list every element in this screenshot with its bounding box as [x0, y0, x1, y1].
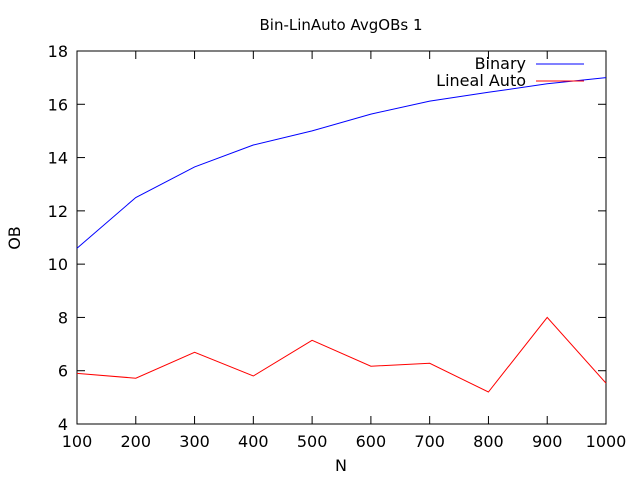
x-tick-label: 1000 — [586, 432, 627, 451]
x-axis-title: N — [335, 456, 347, 475]
y-tick-label: 16 — [48, 95, 68, 114]
x-tick-label: 400 — [238, 432, 269, 451]
x-tick-label: 200 — [121, 432, 152, 451]
x-tick-label: 300 — [179, 432, 210, 451]
x-tick-label: 800 — [473, 432, 504, 451]
axes — [76, 50, 607, 425]
y-tick-label: 14 — [48, 149, 68, 168]
y-tick-label: 10 — [48, 255, 68, 274]
x-tick-label: 900 — [532, 432, 563, 451]
y-tick-label: 4 — [58, 415, 68, 434]
x-tick-label: 100 — [62, 432, 93, 451]
axis-ticks: 100 200 300 400 500 600 700 800 900 1000 4 6 8 10 12 14… — [48, 42, 627, 451]
series-lines — [76, 77, 607, 393]
chart-title: Bin-LinAuto AvgOBs 1 — [259, 16, 422, 34]
series-line-binary — [76, 77, 607, 249]
y-axis-title: OB — [5, 226, 24, 250]
series-line-lineal-auto — [76, 316, 607, 393]
legend-label: Binary — [475, 54, 526, 73]
y-tick-label: 8 — [58, 308, 68, 327]
x-tick-label: 500 — [297, 432, 328, 451]
x-tick-label: 600 — [356, 432, 387, 451]
y-tick-label: 6 — [58, 362, 68, 381]
plot-frame — [76, 50, 607, 425]
x-tick-label: 700 — [414, 432, 445, 451]
y-tick-label: 12 — [48, 202, 68, 221]
y-tick-label: 18 — [48, 42, 68, 61]
legend-label: Lineal Auto — [436, 71, 526, 90]
